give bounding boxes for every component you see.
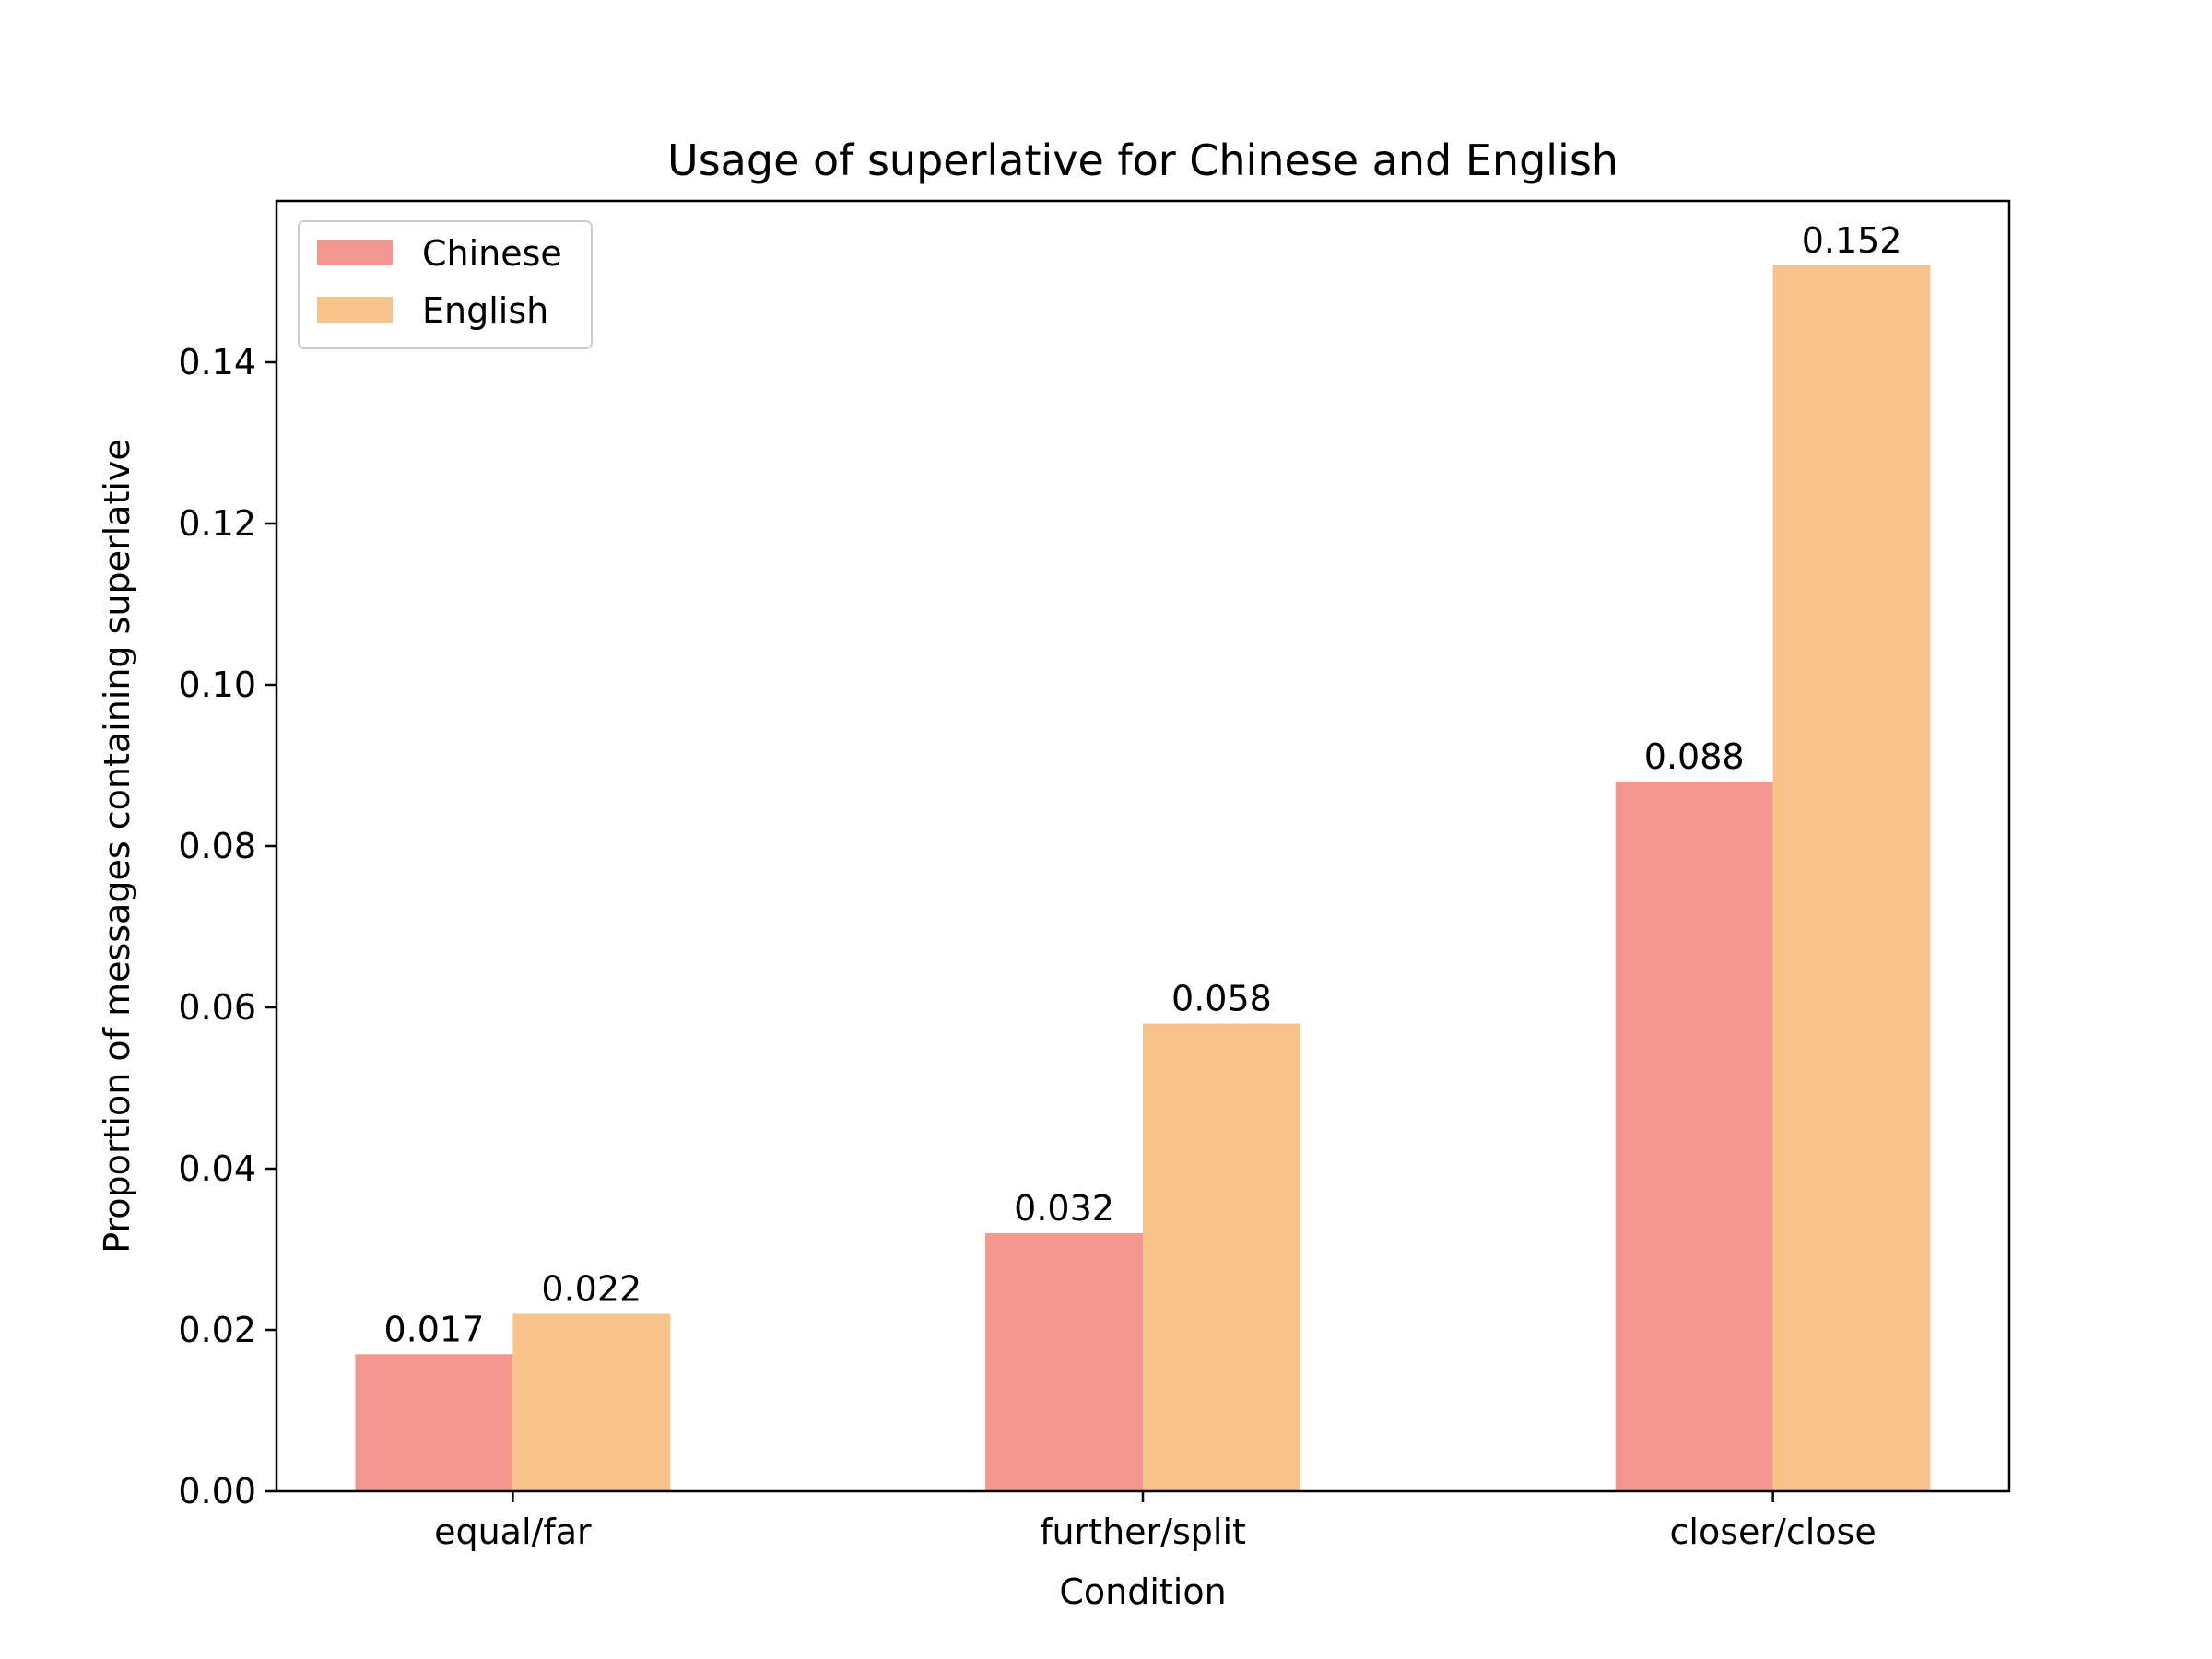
legend-label-chinese: Chinese xyxy=(422,233,562,274)
y-tick-label: 0.12 xyxy=(178,503,256,544)
x-axis: equal/far further/split closer/close xyxy=(434,1491,1877,1552)
x-tick-label: closer/close xyxy=(1670,1512,1877,1552)
y-tick-label: 0.08 xyxy=(178,826,256,866)
y-axis: 0.00 0.02 0.04 0.06 0.08 0.10 0.12 0.14 xyxy=(178,342,276,1512)
data-label-english-2: 0.152 xyxy=(1802,220,1902,261)
y-tick-label: 0.00 xyxy=(178,1471,256,1512)
data-label-chinese-0: 0.017 xyxy=(384,1309,485,1349)
bars-layer xyxy=(355,265,1931,1491)
x-axis-title: Condition xyxy=(1059,1571,1226,1612)
legend-label-english: English xyxy=(422,290,548,331)
y-tick-label: 0.10 xyxy=(178,665,256,705)
x-tick-label: further/split xyxy=(1040,1512,1246,1552)
bar-english-1 xyxy=(1143,1023,1300,1491)
data-label-english-1: 0.058 xyxy=(1171,979,1272,1019)
data-label-chinese-1: 0.032 xyxy=(1014,1188,1114,1229)
y-tick-label: 0.02 xyxy=(178,1310,256,1350)
y-tick-label: 0.14 xyxy=(178,342,256,382)
bar-english-0 xyxy=(512,1313,671,1491)
bar-chinese-1 xyxy=(985,1233,1143,1491)
y-tick-label: 0.06 xyxy=(178,987,256,1028)
legend-swatch-english xyxy=(317,297,393,323)
bar-english-2 xyxy=(1772,265,1931,1491)
data-label-english-0: 0.022 xyxy=(541,1269,641,1310)
bar-chinese-2 xyxy=(1615,782,1773,1491)
legend: Chinese English xyxy=(298,220,593,349)
data-label-chinese-2: 0.088 xyxy=(1644,736,1745,777)
chart-title: Usage of superlative for Chinese and Eng… xyxy=(667,135,1618,185)
legend-swatch-chinese xyxy=(317,240,393,265)
y-axis-title: Proportion of messages containing superl… xyxy=(97,439,137,1253)
y-tick-label: 0.04 xyxy=(178,1148,256,1189)
data-labels-layer: 0.017 0.022 0.032 0.058 0.088 0.152 xyxy=(384,220,1902,1349)
x-tick-label: equal/far xyxy=(434,1512,592,1552)
bar-chinese-0 xyxy=(355,1354,513,1491)
